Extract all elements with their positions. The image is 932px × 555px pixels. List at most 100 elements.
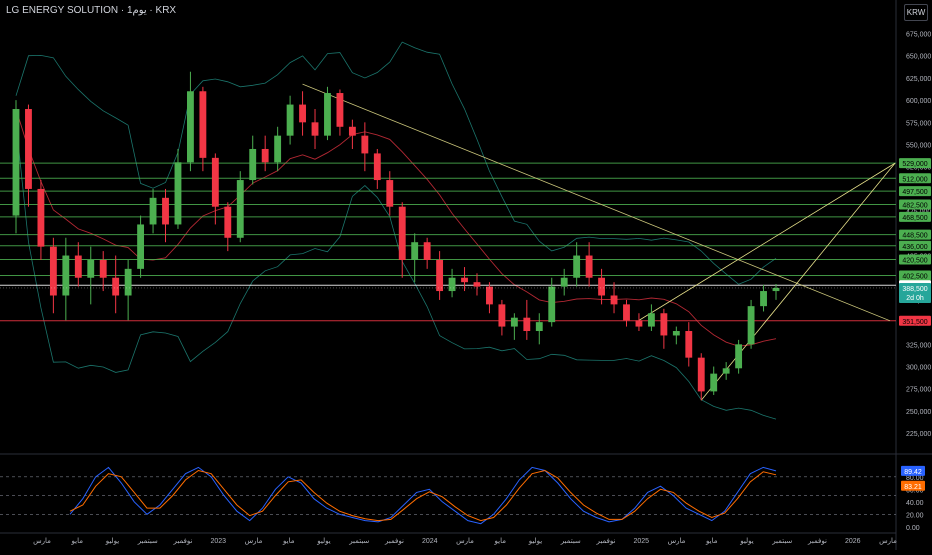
candle-body <box>37 188 45 247</box>
level-price-label: 468,500 <box>902 215 927 222</box>
price-tick-label: 550,000 <box>906 143 931 150</box>
level-price-label: 402,500 <box>902 274 927 281</box>
stoch-d-value: 83.21 <box>904 484 922 491</box>
candle-body <box>523 317 531 332</box>
time-tick-label: يوليو <box>316 538 330 545</box>
level-price-label: 420,500 <box>902 258 927 265</box>
price-tick-label: 625,000 <box>906 76 931 83</box>
candle-body <box>436 259 444 292</box>
candle-body <box>324 93 331 136</box>
candle-body <box>398 206 406 260</box>
candle-body <box>461 277 468 283</box>
time-tick-label: مارس <box>879 538 897 545</box>
oscillator-tick-label: 40.00 <box>906 500 924 507</box>
level-price-tag <box>899 254 931 265</box>
level-price-tag <box>899 186 931 197</box>
candle-body <box>647 313 655 327</box>
time-tick-label: يوليو <box>105 538 119 545</box>
candle-body <box>672 331 680 336</box>
time-tick-label: مايو <box>494 538 507 545</box>
time-tick-label: مارس <box>668 538 686 545</box>
time-tick-label: نوفمبر <box>596 538 616 545</box>
candle-body <box>137 224 145 269</box>
candle-body <box>261 148 269 163</box>
level-price-tag <box>899 315 931 326</box>
time-tick-label: مارس <box>456 538 474 545</box>
time-tick-label: سبتمبر <box>348 538 369 545</box>
level-price-tag <box>899 211 931 222</box>
candle-body <box>423 242 431 260</box>
candle-body <box>286 104 294 136</box>
level-price-tag <box>899 173 931 184</box>
stoch-d-line <box>69 469 777 522</box>
chart-title: LG ENERGY SOLUTION · 1يوم · KRX <box>6 5 177 16</box>
candle-body <box>735 344 743 369</box>
candle-body <box>348 126 356 136</box>
candle-body <box>299 104 306 123</box>
time-tick-label: مايو <box>71 538 84 545</box>
oscillator-tick-label: 0.00 <box>906 525 920 532</box>
price-tick-label: 675,000 <box>906 32 931 39</box>
moving-average-line <box>15 108 777 347</box>
descending-trendline <box>302 83 891 322</box>
candle-body <box>174 162 182 225</box>
level-price-label: 436,000 <box>902 244 927 251</box>
candle-body <box>149 197 157 225</box>
candle-body <box>448 277 456 292</box>
time-tick-label: 2026 <box>845 538 861 545</box>
candle-body <box>685 331 693 358</box>
level-price-label: 482,500 <box>902 202 927 209</box>
candle-body <box>199 91 207 158</box>
candle-body <box>573 255 581 278</box>
candle-body <box>510 317 518 327</box>
candle-body <box>12 109 20 216</box>
oscillator-tick-label: 60.00 <box>906 487 924 494</box>
time-tick-label: نوفمبر <box>384 538 404 545</box>
candle-body <box>548 286 556 323</box>
stoch-k-line <box>69 466 777 525</box>
time-tick-label: سبتمبر <box>771 538 792 545</box>
time-tick-label: يوليو <box>528 538 542 545</box>
countdown-label: 2d 0h <box>906 295 924 302</box>
upper-band-line <box>15 41 777 285</box>
time-tick-label: 2023 <box>210 538 226 545</box>
candle-body <box>710 373 718 392</box>
candle-body <box>224 206 232 238</box>
lower-band-line <box>15 122 777 420</box>
candle-body <box>660 313 668 336</box>
stoch-k-tag <box>901 465 925 476</box>
candle-body <box>760 291 767 307</box>
time-tick-label: يوليو <box>739 538 753 545</box>
candle-body <box>336 93 344 127</box>
candle-body <box>311 122 319 136</box>
time-tick-label: مايو <box>705 538 718 545</box>
time-tick-label: سبتمبر <box>137 538 158 545</box>
candle-body <box>187 91 194 163</box>
candle-body <box>112 277 120 296</box>
time-tick-label: مارس <box>33 538 51 545</box>
candle-body <box>74 255 82 278</box>
candle-body <box>386 180 394 207</box>
candle-body <box>722 368 730 374</box>
last-price-label: 388,500 <box>902 286 927 293</box>
candle-body <box>535 322 543 332</box>
price-tick-label: 275,000 <box>906 387 931 394</box>
currency-button[interactable]: KRW <box>904 4 928 21</box>
time-tick-label: 2024 <box>422 538 438 545</box>
candle-body <box>623 304 630 321</box>
candle-body <box>473 282 481 287</box>
candle-body <box>697 357 705 392</box>
oscillator-tick-label: 80.00 <box>906 475 924 482</box>
candle-body <box>560 277 568 287</box>
candle-body <box>498 304 506 327</box>
candle-body <box>249 148 257 181</box>
price-tick-label: 575,000 <box>906 120 931 127</box>
level-price-tag <box>899 270 931 281</box>
candle-body <box>598 277 605 296</box>
candle-body <box>411 242 419 260</box>
price-tick-label: 650,000 <box>906 54 931 61</box>
price-tick-label: 250,000 <box>906 409 931 416</box>
candle-body <box>610 295 618 305</box>
